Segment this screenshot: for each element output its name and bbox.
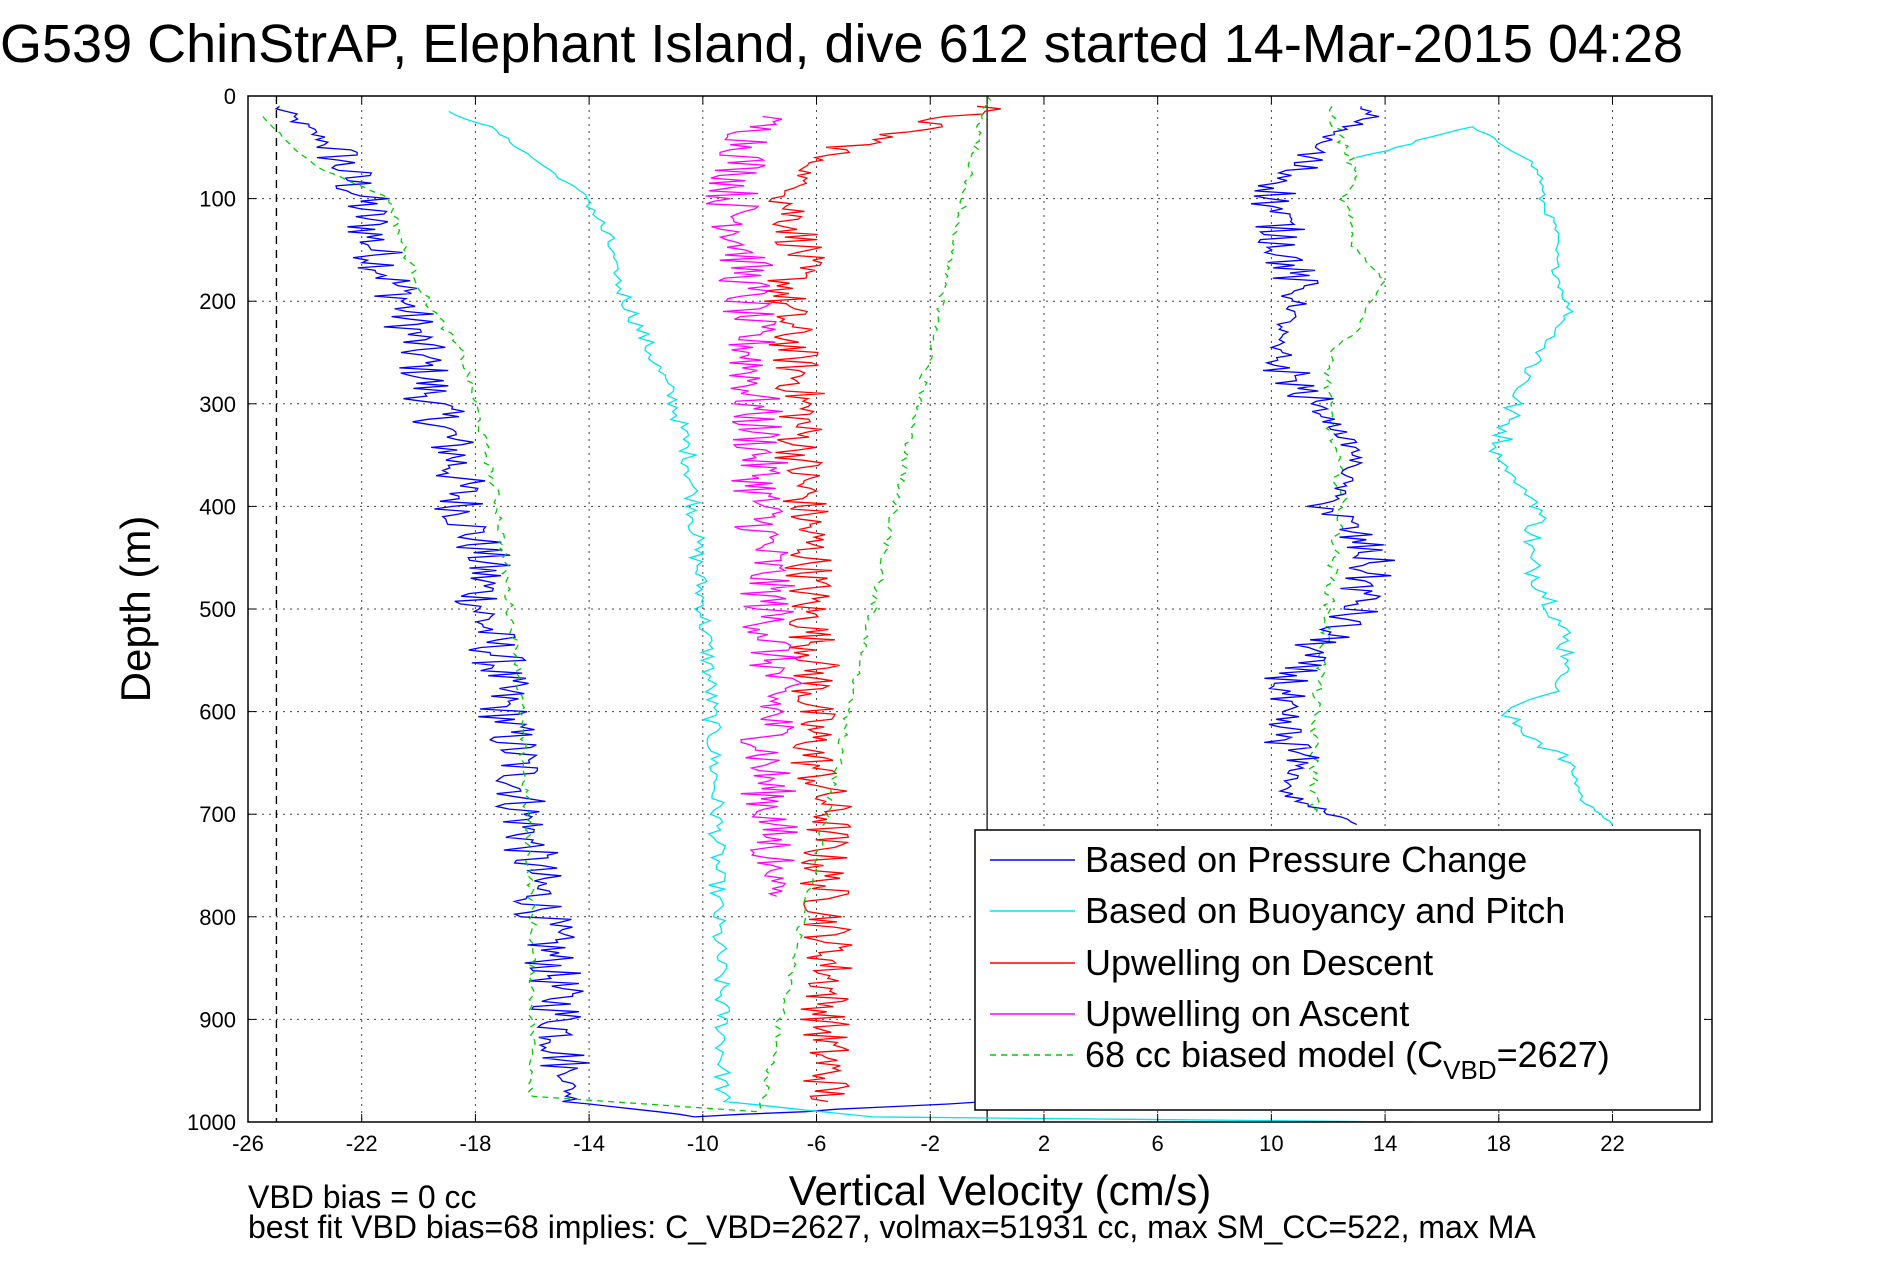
y-tick-label: 400 [199,494,236,519]
series-line-4-0 [262,95,992,1113]
y-tick-label: 300 [199,392,236,417]
y-tick-label: 0 [224,84,236,109]
y-tick-label: 900 [199,1007,236,1032]
x-tick-label: -22 [346,1131,378,1156]
series-line-3-0 [705,115,804,897]
best-fit-note: best fit VBD bias=68 implies: C_VBD=2627… [248,1209,1536,1245]
x-tick-label: -18 [460,1131,492,1156]
legend-label-1: Based on Buoyancy and Pitch [1085,890,1565,931]
y-tick-label: 1000 [187,1110,236,1135]
y-tick-label: 700 [199,802,236,827]
chart-title: G539 ChinStrAP, Elephant Island, dive 61… [0,14,1683,74]
x-tick-label: -26 [232,1131,264,1156]
series-line-0-0 [274,105,988,1118]
x-axis-label: Vertical Velocity (cm/s) [789,1167,1211,1214]
series-line-2-0 [764,105,1001,1103]
x-ticks: -26 -22 -18 -14 -10 -6 -2 2 6 10 14 18 22 [232,96,1625,1156]
legend-label-2: Upwelling on Descent [1085,942,1433,983]
series-line-1-1 [1355,126,1613,825]
y-tick-label: 800 [199,905,236,930]
series-line-5-0 [1251,106,1395,826]
series-group [262,95,1613,1123]
vbd-bias-note: VBD bias = 0 cc [248,1179,477,1215]
y-ticks: 0 100 200 300 400 500 600 700 800 900 1000 [187,84,1712,1135]
y-tick-label: 200 [199,289,236,314]
legend-label-0: Based on Pressure Change [1085,839,1527,880]
x-tick-label: -6 [807,1131,827,1156]
x-tick-label: -2 [920,1131,940,1156]
x-tick-label: 14 [1373,1131,1397,1156]
x-tick-label: 2 [1038,1131,1050,1156]
legend: Based on Pressure Change Based on Buoyanc… [974,829,1701,1111]
y-tick-label: 100 [199,187,236,212]
legend-label-3: Upwelling on Ascent [1085,993,1409,1034]
x-tick-label: 6 [1152,1131,1164,1156]
series-line-1-0 [448,110,1414,1123]
x-tick-label: -10 [687,1131,719,1156]
series-line-4-1 [1306,105,1387,815]
y-tick-label: 500 [199,597,236,622]
legend-box [974,829,1701,1111]
y-axis-label: Depth (m) [112,516,159,703]
x-tick-label: 10 [1259,1131,1283,1156]
reference-lines [275,96,988,1122]
legend-label-4: 68 cc biased model (CVBD=2627) [1085,1034,1610,1085]
x-tick-label: -14 [573,1131,605,1156]
x-tick-label: 18 [1487,1131,1511,1156]
x-tick-label: 22 [1600,1131,1624,1156]
y-tick-label: 600 [199,700,236,725]
